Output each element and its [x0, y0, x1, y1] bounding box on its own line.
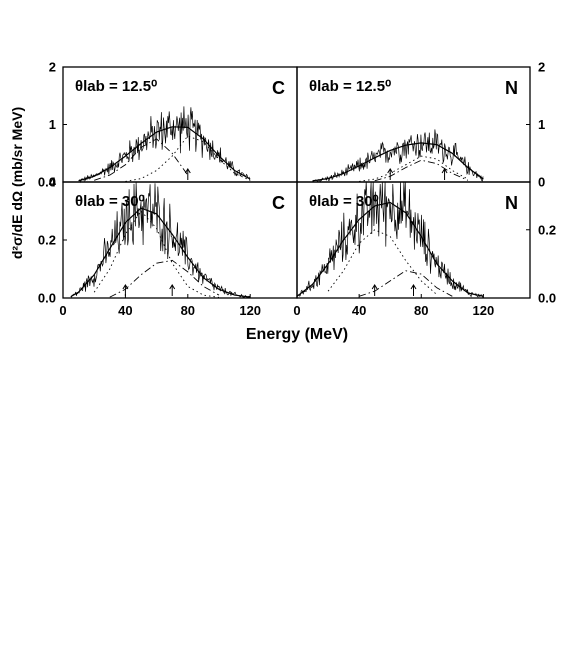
- element-label: C: [272, 78, 285, 98]
- panel-top-right: 0 1 2 θlab = 12.5⁰ N: [296, 60, 545, 190]
- x-tick-label: 40: [352, 303, 366, 318]
- y-tick-label: 0.0: [38, 291, 56, 306]
- x-tick-label: 40: [118, 303, 132, 318]
- data-spectrum: [296, 181, 484, 298]
- y-tick-label: 0.2: [538, 222, 556, 237]
- arrow-head: [184, 168, 191, 174]
- panel-frame: [296, 181, 531, 299]
- y-axis-label: d²σ/dE dΩ (mb/sr MeV): [9, 107, 25, 259]
- panel-annotation: θlab = 12.5⁰: [75, 78, 157, 95]
- x-tick-label: 120: [473, 303, 495, 318]
- series-solid-fit: [70, 207, 251, 298]
- element-label: N: [505, 193, 518, 213]
- arrow-head: [122, 284, 129, 290]
- arrow-head: [410, 284, 417, 290]
- panel-top-left: 0 1 2 θlab = 12.5⁰ C: [49, 60, 298, 190]
- panel-bottom-right: 0.0 0.2 0 40 80 120 θlab = 30⁰ N: [293, 181, 556, 318]
- series-dotted: [359, 155, 469, 182]
- panel-annotation: θlab = 30⁰: [75, 193, 145, 210]
- series-solid-fit: [296, 201, 484, 297]
- data-spectrum: [78, 106, 251, 184]
- series-solid-fit: [78, 126, 251, 182]
- y-tick-label: 1: [49, 117, 56, 132]
- x-tick-label: 120: [239, 303, 261, 318]
- y-tick-label: 0: [49, 175, 56, 190]
- x-tick-label: 80: [414, 303, 428, 318]
- y-tick-label: 2: [49, 60, 56, 75]
- panel-annotation: θlab = 30⁰: [309, 193, 379, 210]
- arrow-head: [441, 168, 448, 174]
- y-tick-label: 0.4: [38, 175, 57, 190]
- y-tick-label: 0.0: [538, 291, 556, 306]
- x-tick-label: 0: [59, 303, 66, 318]
- x-tick-label: 0: [293, 303, 300, 318]
- series-dash-dot: [358, 270, 453, 297]
- element-label: N: [505, 78, 518, 98]
- y-tick-label: 2: [538, 60, 545, 75]
- series-solid-fit: [312, 142, 484, 182]
- y-tick-label: 1: [538, 117, 545, 132]
- arrow-head: [169, 284, 176, 290]
- series-dotted: [327, 229, 438, 295]
- panel-annotation: θlab = 12.5⁰: [309, 78, 391, 95]
- x-tick-label: 80: [181, 303, 195, 318]
- element-label: C: [272, 193, 285, 213]
- y-tick-label: 0: [538, 175, 545, 190]
- series-dash-dot: [94, 138, 189, 181]
- arrow-head: [371, 284, 378, 290]
- arrow-head: [387, 168, 394, 174]
- series-dash-dot: [109, 259, 220, 298]
- x-axis-label: Energy (MeV): [246, 326, 348, 343]
- series-dotted: [93, 210, 220, 298]
- data-spectrum: [312, 129, 484, 183]
- y-tick-label: 0.2: [38, 233, 56, 248]
